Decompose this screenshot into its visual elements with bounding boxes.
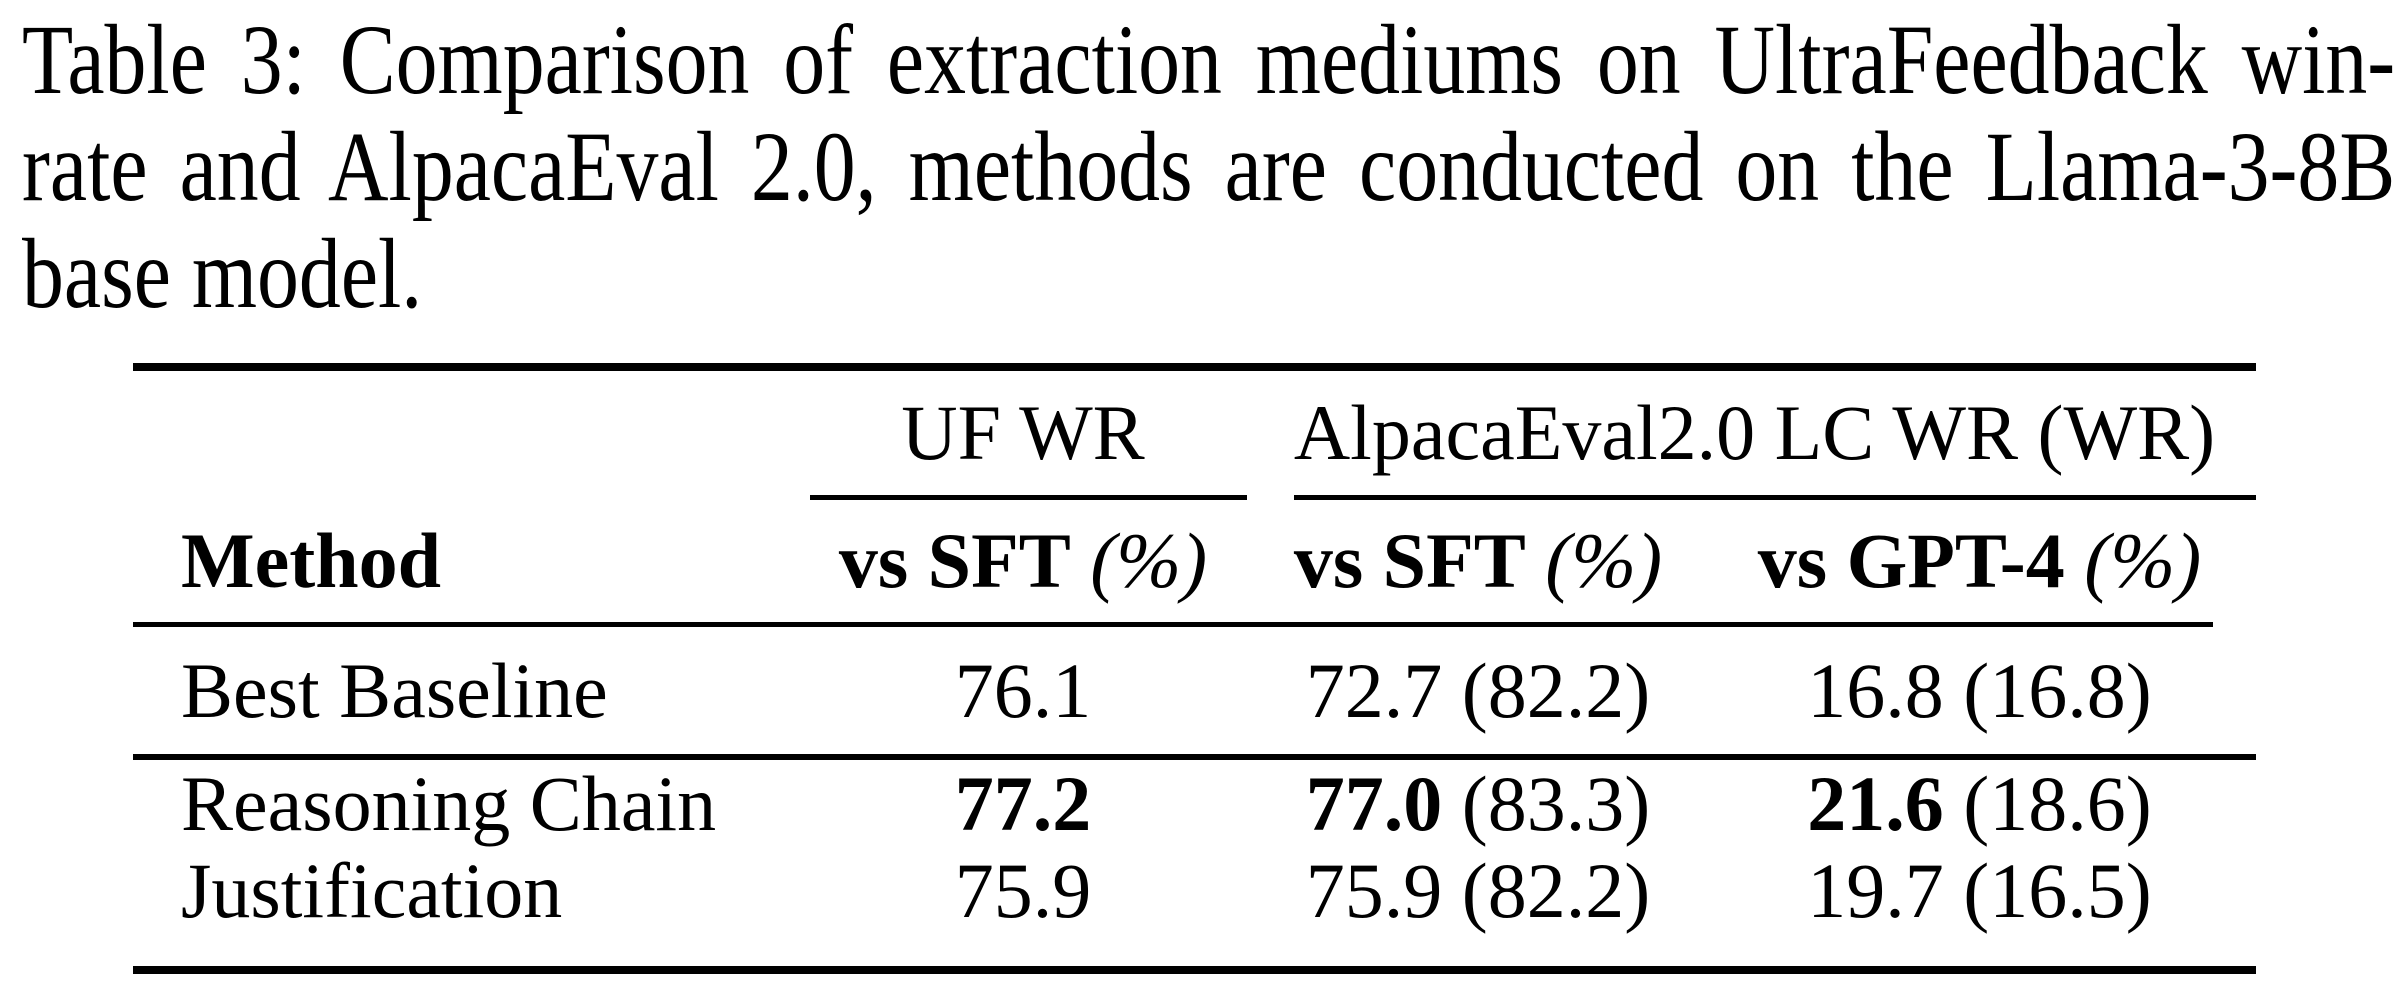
value-main: 76.1 [954,646,1092,734]
value-cell-ae-vs-gpt4: 16.8 (16.8) [1703,647,2256,734]
value-cell-uf-wr: 77.2 [793,760,1253,847]
caption-line-2: rate and AlpacaEval 2.0, methods are con… [22,111,2396,222]
cmidrule-uf-wr [810,495,1247,500]
table-row-reasoning-chain: Reasoning Chain 77.2 77.0 (83.3) 21.6 (1… [133,760,2256,848]
table-bottomrule [133,966,2256,974]
percent-suffix: (%) [1090,517,1208,605]
value-main: 19.7 [1807,847,1944,935]
percent-suffix: (%) [2084,517,2202,605]
results-table: UF WR AlpacaEval2.0 LC WR (WR) Method vs… [133,363,2256,974]
value-main: 75.9 [1305,847,1443,935]
column-header-uf-vs-sft: vs SFT (%) [793,517,1253,604]
value-paren: (83.3) [1461,760,1651,848]
cmidrule-band [133,495,2256,500]
caption-line-3: base model. [22,218,423,329]
group-header-uf-wr: UF WR [901,389,1145,477]
table-caption: Table 3: Comparison of extraction medium… [22,6,2395,327]
value-paren: (16.8) [1963,646,2152,734]
column-header-bold-text: vs SFT [838,517,1071,605]
header-midrule [133,622,2213,627]
value-main: 21.6 [1807,760,1944,848]
column-header-ae-vs-sft: vs SFT (%) [1253,517,1703,604]
table-bottom-spacer [133,934,2256,966]
value-cell-ae-vs-gpt4: 19.7 (16.5) [1703,847,2256,934]
cmidrule-alpacaeval [1294,495,2256,500]
column-header-method: Method [181,517,441,605]
value-paren: (82.2) [1461,646,1651,734]
group-header-alpacaeval: AlpacaEval2.0 LC WR (WR) [1293,389,2216,477]
table-toprule [133,363,2256,371]
value-paren: (16.5) [1963,847,2152,935]
method-cell: Reasoning Chain [181,760,717,848]
value-cell-uf-wr: 75.9 [793,847,1253,934]
column-header-bold-text: vs SFT [1293,517,1526,605]
method-cell: Best Baseline [181,646,608,734]
value-cell-ae-vs-gpt4: 21.6 (18.6) [1703,760,2256,847]
group-header-row: UF WR AlpacaEval2.0 LC WR (WR) [133,371,2256,495]
table-row-best-baseline: Best Baseline 76.1 72.7 (82.2) 16.8 (16.… [133,627,2256,754]
value-main: 75.9 [954,847,1092,935]
value-paren: (18.6) [1963,760,2152,848]
value-cell-ae-vs-sft: 75.9 (82.2) [1253,847,1703,934]
column-header-row: Method vs SFT (%) vs SFT (%) vs GPT-4 (%… [133,500,2256,622]
value-main: 72.7 [1305,646,1443,734]
value-cell-ae-vs-sft: 72.7 (82.2) [1253,647,1703,734]
percent-suffix: (%) [1545,517,1663,605]
value-main: 77.0 [1305,760,1443,848]
value-paren: (82.2) [1461,847,1651,935]
value-main: 77.2 [954,760,1092,848]
method-cell: Justification [181,847,563,935]
value-cell-ae-vs-sft: 77.0 (83.3) [1253,760,1703,847]
value-cell-uf-wr: 76.1 [793,647,1253,734]
column-header-bold-text: vs GPT-4 [1757,517,2065,605]
column-header-ae-vs-gpt4: vs GPT-4 (%) [1703,517,2256,604]
table-row-justification: Justification 75.9 75.9 (82.2) 19.7 (16.… [133,847,2256,935]
value-main: 16.8 [1807,646,1944,734]
section-midrule [133,754,2256,760]
caption-line-1: Table 3: Comparison of extraction medium… [22,4,2396,115]
